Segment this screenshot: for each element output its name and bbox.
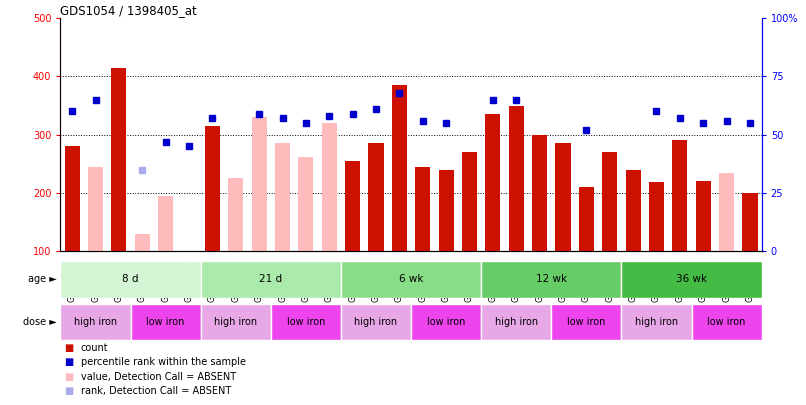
Bar (111, 68, 127, 251)
Text: ■: ■ (64, 386, 73, 396)
Text: age ►: age ► (27, 275, 56, 284)
Text: low iron: low iron (427, 317, 465, 327)
Text: high iron: high iron (495, 317, 538, 327)
Text: ■: ■ (64, 372, 73, 382)
Bar (621, 304, 692, 340)
Bar (438, 170, 454, 251)
Bar (555, 143, 571, 251)
Text: dose ►: dose ► (23, 317, 56, 327)
Text: low iron: low iron (147, 317, 185, 327)
Text: GDS1054 / 1398405_at: GDS1054 / 1398405_at (60, 4, 197, 17)
Bar (649, 182, 664, 251)
Bar (621, 261, 762, 298)
Text: ■: ■ (64, 358, 73, 367)
Text: count: count (81, 343, 108, 353)
Text: rank, Detection Call = ABSENT: rank, Detection Call = ABSENT (81, 386, 231, 396)
Bar (60, 261, 201, 298)
Text: high iron: high iron (355, 317, 397, 327)
Bar (64, 146, 80, 251)
Bar (696, 181, 711, 251)
Bar (368, 143, 384, 251)
Bar (462, 152, 477, 251)
Text: high iron: high iron (74, 317, 117, 327)
Bar (201, 261, 341, 298)
Bar (602, 152, 617, 251)
Bar (625, 170, 641, 251)
Text: low iron: low iron (708, 317, 746, 327)
Bar (481, 261, 621, 298)
Bar (719, 173, 734, 251)
Bar (60, 304, 131, 340)
Bar (298, 157, 314, 251)
Bar (322, 123, 337, 251)
Bar (415, 167, 430, 251)
Bar (532, 134, 547, 251)
Text: low iron: low iron (287, 317, 325, 327)
Text: low iron: low iron (567, 317, 605, 327)
Bar (485, 114, 501, 251)
Bar (509, 106, 524, 251)
Bar (345, 161, 360, 251)
Bar (205, 126, 220, 251)
Bar (551, 304, 621, 340)
Text: percentile rank within the sample: percentile rank within the sample (81, 358, 246, 367)
Bar (228, 178, 243, 251)
Bar (271, 304, 341, 340)
Bar (131, 304, 201, 340)
Bar (692, 304, 762, 340)
Text: 21 d: 21 d (260, 275, 282, 284)
Bar (135, 234, 150, 251)
Text: value, Detection Call = ABSENT: value, Detection Call = ABSENT (81, 372, 235, 382)
Bar (251, 117, 267, 251)
Text: high iron: high iron (635, 317, 678, 327)
Bar (88, 167, 103, 251)
Bar (201, 304, 271, 340)
Bar (579, 187, 594, 251)
Text: 6 wk: 6 wk (399, 275, 423, 284)
Text: 8 d: 8 d (123, 275, 139, 284)
Bar (158, 196, 173, 251)
Text: high iron: high iron (214, 317, 257, 327)
Bar (275, 143, 290, 251)
Bar (341, 304, 411, 340)
Bar (411, 304, 481, 340)
Text: 36 wk: 36 wk (676, 275, 707, 284)
Bar (742, 193, 758, 251)
Text: 12 wk: 12 wk (536, 275, 567, 284)
Bar (672, 141, 688, 251)
Text: ■: ■ (64, 343, 73, 353)
Bar (392, 85, 407, 251)
Bar (481, 304, 551, 340)
Bar (341, 261, 481, 298)
